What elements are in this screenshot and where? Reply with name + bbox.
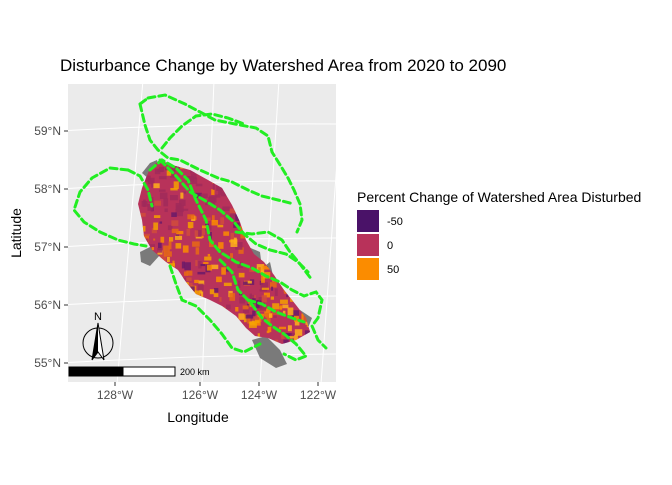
x-axis: 128°W 126°W 124°W 122°W: [97, 382, 337, 402]
legend-items: -50 0 50: [357, 210, 403, 280]
gridline-122w: [320, 168, 336, 382]
legend-swatch: [357, 258, 379, 280]
y-tick-label: 55°N: [34, 356, 61, 370]
y-tick-label: 56°N: [34, 298, 61, 312]
legend-label: -50: [387, 216, 403, 228]
x-tick-label: 128°W: [97, 388, 134, 402]
legend-title: Percent Change of Watershed Area Disturb…: [357, 189, 641, 205]
legend-label: 0: [387, 240, 393, 252]
gridline-128w: [116, 84, 144, 382]
boundary-western-unit: [72, 166, 148, 248]
map-title: Disturbance Change by Watershed Area fro…: [60, 56, 506, 75]
legend-swatch: [357, 234, 379, 256]
boundary-main-2: [158, 158, 310, 274]
watershed-boundaries: [72, 93, 328, 362]
y-axis: 59°N 58°N 57°N 56°N 55°N: [34, 124, 68, 370]
gridline-59n: [68, 123, 336, 132]
boundary-south-east: [246, 298, 306, 324]
boundary-west-inner: [126, 168, 154, 208]
x-tick-label: 122°W: [300, 388, 337, 402]
boundary-east: [234, 230, 314, 282]
boundary-northern-unit: [146, 93, 304, 234]
boundary-north-inner: [138, 96, 296, 206]
legend-label: 50: [387, 264, 399, 276]
north-label: N: [94, 311, 102, 323]
boundary-south-west: [168, 264, 262, 354]
x-tick-label: 124°W: [241, 388, 278, 402]
legend: Percent Change of Watershed Area Disturb…: [357, 189, 641, 280]
y-tick-label: 58°N: [34, 182, 61, 196]
scale-label: 200 km: [180, 367, 210, 377]
y-tick-label: 57°N: [34, 240, 61, 254]
scale-bar: 200 km: [68, 366, 210, 377]
boundary-main-1: [148, 158, 328, 350]
x-tick-label: 126°W: [182, 388, 219, 402]
north-arrow: N: [82, 311, 114, 361]
boundary-north-ring: [160, 112, 246, 150]
legend-swatch: [357, 210, 379, 232]
x-axis-label: Longitude: [167, 409, 229, 425]
y-axis-label: Latitude: [8, 208, 24, 258]
y-tick-label: 59°N: [34, 124, 61, 138]
boundary-south-inner: [218, 258, 309, 362]
